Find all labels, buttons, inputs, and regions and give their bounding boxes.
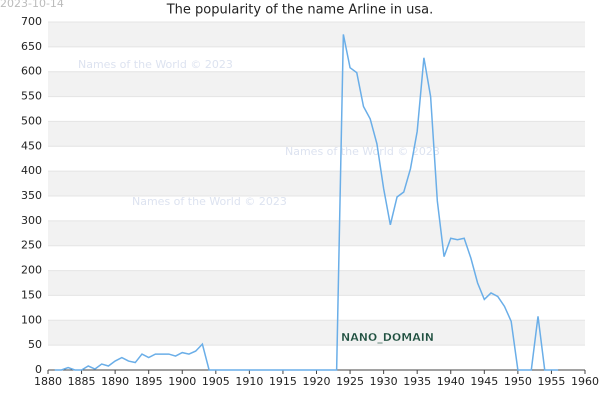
grid-band — [48, 171, 585, 196]
grid-band — [48, 22, 585, 47]
grid-band — [48, 71, 585, 97]
y-tick-label: 450 — [21, 139, 42, 152]
x-tick-label: 1915 — [269, 375, 297, 388]
x-tick-label: 1920 — [303, 375, 331, 388]
y-tick-label: 550 — [21, 90, 42, 103]
y-tick-label: 400 — [21, 164, 42, 177]
x-tick-label: 1895 — [135, 375, 163, 388]
x-tick-label: 1955 — [537, 375, 565, 388]
watermark: Names of the World © 2023 — [285, 145, 440, 158]
y-tick-label: 150 — [21, 288, 42, 301]
y-tick-label: 600 — [21, 65, 42, 78]
x-tick-label: 1880 — [34, 375, 62, 388]
y-tick-label: 250 — [21, 239, 42, 252]
x-tick-label: 1960 — [571, 375, 599, 388]
date-stamp: 2023-10-14 — [0, 0, 64, 10]
chart-title: The popularity of the name Arline in usa… — [166, 3, 434, 18]
watermark: Names of the World © 2023 — [78, 58, 233, 71]
y-tick-label: 500 — [21, 114, 42, 127]
x-tick-label: 1950 — [504, 375, 532, 388]
x-tick-label: 1945 — [470, 375, 498, 388]
x-tick-label: 1935 — [403, 375, 431, 388]
y-tick-label: 650 — [21, 40, 42, 53]
y-tick-label: 300 — [21, 214, 42, 227]
x-tick-label: 1925 — [336, 375, 364, 388]
x-tick-label: 1890 — [101, 375, 129, 388]
grid-band — [48, 121, 585, 147]
x-tick-label: 1885 — [68, 375, 96, 388]
x-tick-label: 1930 — [370, 375, 398, 388]
y-tick-label: 0 — [35, 363, 42, 376]
data-line — [54, 34, 559, 371]
y-tick-label: 50 — [28, 338, 42, 351]
watermark: Names of the World © 2023 — [132, 195, 287, 208]
domain-label: NANO_DOMAIN — [341, 331, 434, 344]
x-tick-label: 1940 — [437, 375, 465, 388]
y-tick-label: 200 — [21, 264, 42, 277]
x-tick-label: 1910 — [235, 375, 263, 388]
y-tick-label: 100 — [21, 313, 42, 326]
y-tick-label: 700 — [21, 15, 42, 28]
grid-band — [48, 270, 585, 296]
grid-band — [48, 220, 585, 246]
grid-band — [48, 320, 585, 346]
x-tick-label: 1905 — [202, 375, 230, 388]
y-tick-label: 350 — [21, 189, 42, 202]
x-tick-label: 1900 — [168, 375, 196, 388]
